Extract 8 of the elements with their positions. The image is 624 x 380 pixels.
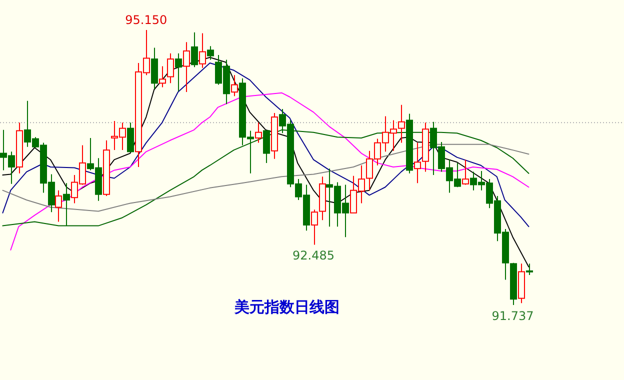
text: 美元指数日线图 xyxy=(234,298,340,316)
annotation: 92.485 xyxy=(292,248,335,263)
annotation: 95.150 xyxy=(125,13,168,27)
annotation: 91.737 xyxy=(492,309,534,323)
candlestick xyxy=(151,47,158,90)
candlestick xyxy=(183,42,190,93)
candlestick xyxy=(16,122,23,174)
candlestick xyxy=(255,122,262,144)
